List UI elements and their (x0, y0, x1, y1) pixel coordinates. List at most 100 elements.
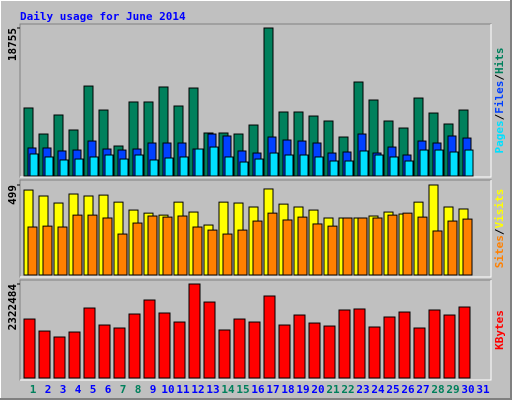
x-tick-label: 7 (120, 383, 127, 396)
legend-entry: Pages (493, 120, 506, 153)
bar (278, 324, 291, 379)
legend: Sites/Visits (493, 189, 506, 269)
legend-entry: Files (493, 81, 506, 114)
bar (389, 156, 399, 177)
bar (162, 216, 173, 276)
bar (443, 314, 456, 379)
bar (188, 283, 201, 379)
bar (83, 307, 96, 379)
bar (252, 220, 263, 276)
x-tick-label: 21 (326, 383, 340, 396)
legend-entry: Visits (493, 189, 506, 229)
bar (209, 146, 219, 177)
bar (327, 225, 338, 276)
bar (194, 148, 204, 177)
bar (462, 218, 473, 276)
bar (374, 154, 384, 177)
bar (164, 157, 174, 177)
bar (417, 216, 428, 276)
bar (368, 326, 381, 379)
bar (254, 158, 264, 177)
bar (464, 149, 474, 177)
legend-entry: Sites (493, 235, 506, 268)
bar (132, 222, 143, 276)
legend: Pages/Files/Hits (493, 48, 506, 154)
x-tick-label: 11 (176, 383, 190, 396)
bar (177, 215, 188, 276)
bar (179, 156, 189, 177)
bar (434, 149, 444, 177)
bar (207, 229, 218, 276)
bar (449, 151, 459, 177)
x-tick-label: 27 (416, 383, 429, 396)
x-tick-label: 8 (135, 383, 142, 396)
x-tick-label: 30 (461, 383, 474, 396)
bar (293, 314, 306, 379)
bar (359, 150, 369, 177)
x-tick-label: 18 (281, 383, 294, 396)
bar (147, 215, 158, 276)
bar (218, 329, 231, 379)
x-tick-label: 12 (191, 383, 204, 396)
bar (222, 233, 233, 276)
y-tick-label: 18755 (6, 28, 19, 61)
bar (387, 214, 398, 276)
bar (284, 154, 294, 177)
x-tick-label: 10 (161, 383, 174, 396)
bar (233, 318, 246, 379)
bar (27, 226, 38, 276)
x-tick-label: 31 (476, 383, 490, 396)
bar (68, 331, 81, 379)
bar (173, 321, 186, 379)
x-tick-label: 28 (431, 383, 444, 396)
bar (447, 220, 458, 276)
bar (38, 330, 51, 379)
bar (224, 156, 234, 177)
bar (383, 316, 396, 379)
bar (104, 154, 114, 177)
bar (402, 212, 413, 276)
x-tick-label: 23 (356, 383, 369, 396)
x-tick-label: 13 (206, 383, 219, 396)
bar (282, 219, 293, 276)
bar (357, 217, 368, 276)
y-tick-label: 2322484 (6, 284, 19, 331)
bar (432, 230, 443, 276)
bar (299, 154, 309, 177)
legend-entry: Hits (493, 48, 506, 75)
bar (269, 152, 279, 177)
bar (338, 309, 351, 379)
y-tick-label: 499 (6, 185, 19, 205)
bar (308, 322, 321, 379)
x-tick-label: 2 (45, 383, 52, 396)
bar (134, 154, 144, 177)
bar (297, 216, 308, 276)
bar (398, 311, 411, 379)
bar (344, 160, 354, 177)
x-tick-label: 3 (60, 383, 67, 396)
bar (372, 217, 383, 276)
x-tick-label: 4 (75, 383, 82, 396)
bar (458, 306, 471, 379)
bar (353, 308, 366, 379)
legend-separator: / (493, 113, 506, 120)
bar (59, 159, 69, 177)
bar (149, 159, 159, 177)
bar (74, 158, 84, 177)
legend-separator: / (493, 228, 506, 235)
bar (428, 309, 441, 379)
bar (117, 233, 128, 276)
bar (102, 217, 113, 276)
bar (239, 161, 249, 177)
x-tick-label: 5 (90, 383, 97, 396)
bar (57, 226, 68, 276)
bar (263, 295, 276, 379)
bar (329, 160, 339, 177)
x-tick-label: 26 (401, 383, 415, 396)
legend-entry: KBytes (493, 310, 506, 350)
bar (29, 153, 39, 177)
bar (87, 214, 98, 276)
